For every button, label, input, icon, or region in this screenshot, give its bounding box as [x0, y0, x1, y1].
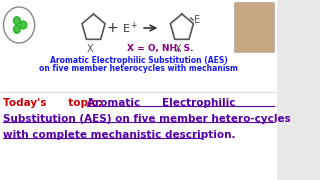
- Text: X = O, NH, S.: X = O, NH, S.: [127, 44, 194, 53]
- FancyBboxPatch shape: [0, 92, 277, 180]
- Text: on five member heterocycles with mechanism: on five member heterocycles with mechani…: [39, 64, 238, 73]
- Text: +: +: [107, 21, 118, 35]
- Text: E: E: [194, 15, 200, 25]
- Text: with complete mechanistic description.: with complete mechanistic description.: [4, 130, 236, 140]
- FancyBboxPatch shape: [234, 2, 274, 52]
- Text: Aromatic      Electrophilic: Aromatic Electrophilic: [87, 98, 235, 108]
- Text: Substitution (AES) on five member hetero-cycles: Substitution (AES) on five member hetero…: [4, 114, 291, 124]
- Text: E$^+$: E$^+$: [122, 20, 138, 36]
- FancyBboxPatch shape: [0, 0, 277, 92]
- Text: Aromatic Electrophilic Substitution (AES): Aromatic Electrophilic Substitution (AES…: [50, 55, 228, 64]
- Circle shape: [13, 25, 20, 33]
- Circle shape: [13, 17, 20, 25]
- Text: Today's      topic:: Today's topic:: [4, 98, 102, 108]
- Text: X: X: [175, 44, 182, 54]
- Circle shape: [20, 21, 27, 29]
- Text: X: X: [87, 44, 93, 54]
